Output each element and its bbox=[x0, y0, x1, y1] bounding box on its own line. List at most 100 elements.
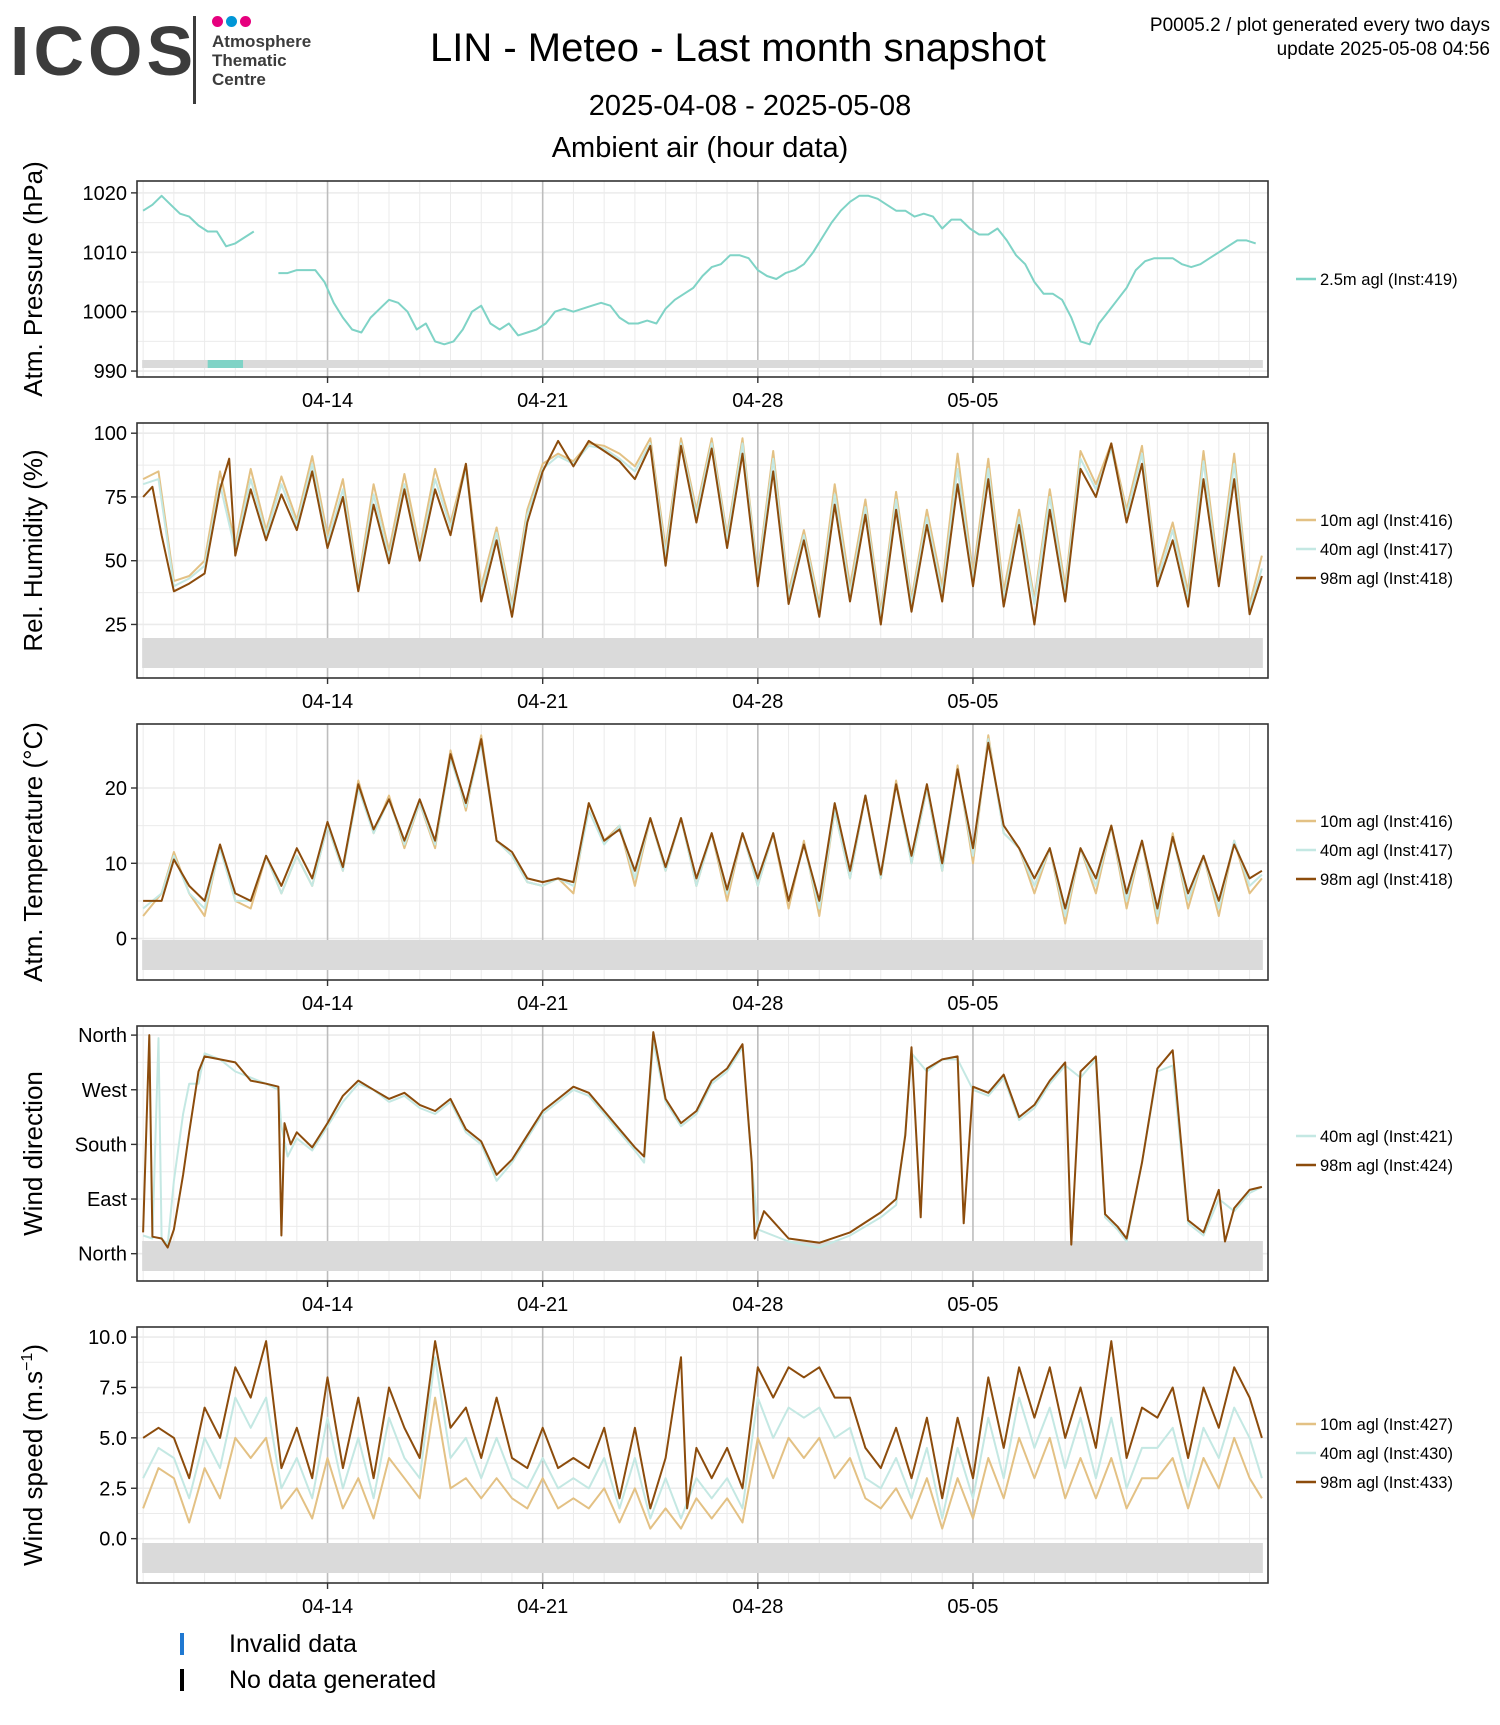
chart-panel-2: 10m agl (Inst:416) 40m agl (Inst:417) 98m … bbox=[18, 422, 1453, 713]
no-data-band bbox=[142, 1543, 1263, 1573]
plot-border bbox=[136, 180, 1269, 378]
x-tick-label: 04-14 bbox=[302, 1596, 353, 1618]
legend-label: 10m agl (Inst:416) bbox=[1320, 813, 1453, 831]
chart-panel-1: 2.5m agl (Inst:419) 990 1000 1010 1020 04-14 0… bbox=[18, 161, 1458, 412]
y-tick-label: 0 bbox=[116, 929, 127, 951]
y-tick-label: 5.0 bbox=[99, 1428, 127, 1450]
logo-dots-icon bbox=[212, 16, 252, 28]
series-line-3 bbox=[143, 738, 1263, 910]
series-line-1 bbox=[142, 1396, 1263, 1530]
legend-label: 40m agl (Inst:417) bbox=[1320, 541, 1453, 559]
y-axis-title-exponent: −1 bbox=[19, 1353, 36, 1371]
y-axis-title: Atm. Temperature (°C) bbox=[18, 722, 48, 982]
logo-separator bbox=[193, 16, 196, 104]
y-tick-label: 0.0 bbox=[99, 1529, 127, 1551]
y-tick-label: 20 bbox=[105, 778, 127, 800]
x-tick-label: 05-05 bbox=[947, 1596, 998, 1618]
series-line-2 bbox=[142, 1356, 1263, 1520]
series-line-3 bbox=[142, 439, 1263, 626]
invalid-data-mark bbox=[207, 360, 244, 368]
x-tick-label: 04-21 bbox=[517, 1596, 568, 1618]
plot-border bbox=[136, 1326, 1269, 1584]
series-line-1 bbox=[142, 194, 1257, 346]
y-tick-label: East bbox=[87, 1189, 127, 1211]
x-tick-label: 04-14 bbox=[302, 691, 353, 713]
logo-sub-line: Atmosphere bbox=[212, 32, 312, 51]
y-tick-label: 75 bbox=[105, 487, 127, 509]
y-axis-title-part: Wind speed (m.s bbox=[18, 1371, 48, 1566]
data-subtitle: Ambient air (hour data) bbox=[551, 132, 849, 164]
legend-label: 2.5m agl (Inst:419) bbox=[1320, 271, 1458, 289]
plot-background bbox=[137, 1327, 1268, 1583]
y-tick-label: 1020 bbox=[83, 183, 128, 205]
y-tick-label: 1010 bbox=[83, 242, 128, 264]
no-data-band bbox=[142, 638, 1263, 668]
chart-panel-3: 10m agl (Inst:416) 40m agl (Inst:417) 98m … bbox=[18, 722, 1453, 1015]
y-axis-title: Atm. Pressure (hPa) bbox=[18, 161, 48, 397]
y-tick-label: 2.5 bbox=[99, 1478, 127, 1500]
y-axis-title: Wind direction bbox=[18, 1071, 48, 1236]
legend-label: 40m agl (Inst:430) bbox=[1320, 1445, 1453, 1463]
x-tick-label: 04-28 bbox=[732, 691, 783, 713]
y-tick-label: 50 bbox=[105, 551, 127, 573]
legend-label: 10m agl (Inst:427) bbox=[1320, 1416, 1453, 1434]
x-tick-label: 04-28 bbox=[732, 390, 783, 412]
x-tick-label: 04-14 bbox=[302, 993, 353, 1015]
x-tick-label: 04-21 bbox=[517, 390, 568, 412]
plot-background bbox=[137, 181, 1268, 377]
legend-label: 98m agl (Inst:418) bbox=[1320, 871, 1453, 889]
y-axis-title: Wind speed (m.s−1) bbox=[18, 1344, 48, 1566]
y-tick-label: 1000 bbox=[83, 302, 128, 324]
y-tick-label: 990 bbox=[94, 361, 127, 383]
no-data-band bbox=[142, 360, 1263, 368]
plot-border bbox=[136, 723, 1269, 981]
x-tick-label: 04-28 bbox=[732, 1596, 783, 1618]
no-data-key: No data generated bbox=[180, 1666, 436, 1700]
x-tick-label: 05-05 bbox=[947, 1294, 998, 1316]
plot-meta: P0005.2 / plot generated every two days … bbox=[1150, 14, 1490, 62]
page-title: LIN - Meteo - Last month snapshot bbox=[430, 26, 1046, 70]
invalid-data-label: Invalid data bbox=[229, 1630, 357, 1658]
y-tick-label: 10 bbox=[105, 853, 127, 875]
y-tick-label: 25 bbox=[105, 614, 127, 636]
chart-panel-4: 40m agl (Inst:421) 98m agl (Inst:424) Nort… bbox=[18, 1025, 1453, 1316]
legend-label: 98m agl (Inst:418) bbox=[1320, 570, 1453, 588]
legend-label: 98m agl (Inst:424) bbox=[1320, 1157, 1453, 1175]
plot-border bbox=[136, 422, 1269, 679]
x-tick-label: 05-05 bbox=[947, 390, 998, 412]
logo-dot-3 bbox=[240, 16, 251, 27]
logo-sub-line: Thematic bbox=[212, 51, 287, 70]
no-data-band bbox=[142, 1241, 1263, 1271]
x-tick-label: 04-28 bbox=[732, 993, 783, 1015]
logo-sub-line: Centre bbox=[212, 70, 266, 89]
x-tick-label: 04-21 bbox=[517, 1294, 568, 1316]
legend-label: 10m agl (Inst:416) bbox=[1320, 512, 1453, 530]
series-line-3 bbox=[142, 1340, 1263, 1510]
plot-border bbox=[136, 1025, 1269, 1282]
x-tick-label: 04-28 bbox=[732, 1294, 783, 1316]
x-tick-label: 04-21 bbox=[517, 993, 568, 1015]
legend-label: 98m agl (Inst:433) bbox=[1320, 1474, 1453, 1492]
no-data-band bbox=[142, 940, 1263, 970]
x-tick-label: 04-21 bbox=[517, 691, 568, 713]
legend-label: 40m agl (Inst:421) bbox=[1320, 1128, 1453, 1146]
logo-dot-1 bbox=[212, 16, 223, 27]
y-tick-label: North bbox=[78, 1025, 127, 1047]
footer-key: Invalid data No data generated bbox=[0, 1630, 1500, 1725]
no-data-label: No data generated bbox=[229, 1666, 437, 1694]
date-range: 2025-04-08 - 2025-05-08 bbox=[588, 90, 912, 122]
x-tick-label: 05-05 bbox=[947, 993, 998, 1015]
invalid-data-mark bbox=[180, 1633, 184, 1655]
chart-panel-5: 10m agl (Inst:427) 40m agl (Inst:430) 98m … bbox=[18, 1326, 1453, 1618]
y-tick-label: 7.5 bbox=[99, 1377, 127, 1399]
y-tick-label: West bbox=[82, 1080, 128, 1102]
x-tick-label: 04-14 bbox=[302, 390, 353, 412]
y-axis-title: Rel. Humidity (%) bbox=[18, 449, 48, 651]
x-tick-label: 04-14 bbox=[302, 1294, 353, 1316]
series-line-1 bbox=[142, 1037, 1263, 1249]
no-data-mark bbox=[180, 1669, 184, 1691]
y-tick-label: South bbox=[75, 1134, 127, 1156]
legend-label: 40m agl (Inst:417) bbox=[1320, 842, 1453, 860]
logo-dot-2 bbox=[226, 16, 237, 27]
plot-background bbox=[137, 1026, 1268, 1281]
